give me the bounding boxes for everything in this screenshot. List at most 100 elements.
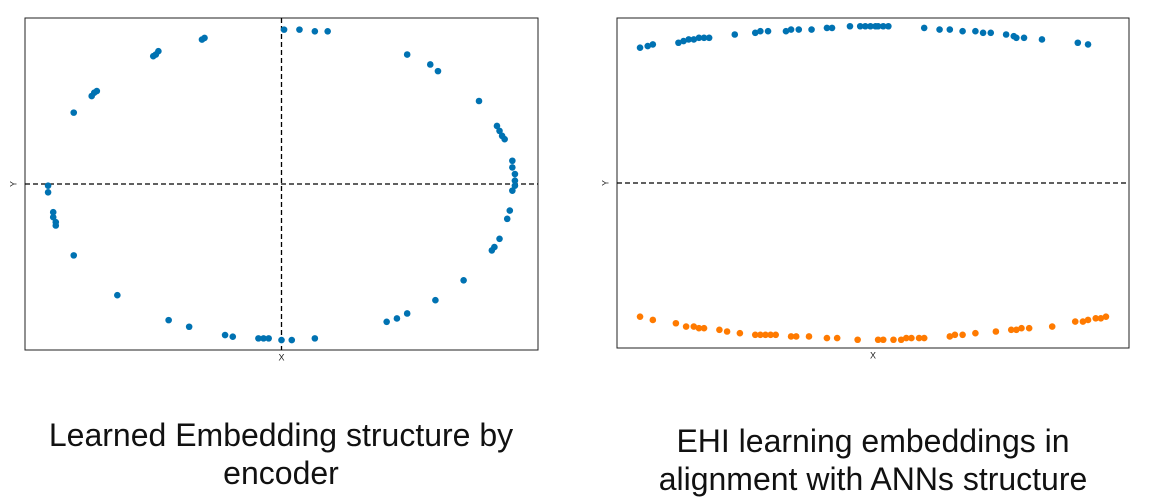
point — [716, 326, 723, 334]
point — [488, 247, 496, 254]
point — [1020, 34, 1028, 42]
point — [972, 27, 979, 35]
point — [1002, 31, 1010, 38]
point — [49, 208, 57, 216]
point — [805, 333, 813, 340]
point — [823, 334, 831, 342]
point — [854, 336, 861, 344]
point — [278, 336, 285, 344]
point — [767, 331, 774, 339]
point — [288, 336, 296, 344]
point — [70, 109, 78, 116]
point — [511, 170, 519, 178]
x-axis-label: X — [870, 350, 876, 360]
point — [1084, 316, 1092, 324]
point — [311, 335, 319, 342]
point — [1013, 34, 1020, 42]
point — [1092, 315, 1100, 322]
point — [44, 189, 52, 196]
point — [1025, 324, 1033, 332]
point — [723, 328, 731, 335]
point — [1084, 41, 1092, 48]
point — [751, 29, 759, 37]
point — [383, 318, 390, 326]
point — [695, 324, 703, 332]
point — [946, 333, 954, 340]
point — [649, 316, 657, 324]
point — [846, 22, 854, 30]
point — [434, 67, 442, 75]
point — [951, 331, 959, 339]
point — [393, 315, 401, 322]
point — [685, 36, 692, 43]
point — [280, 26, 288, 33]
point — [879, 22, 887, 30]
point — [70, 252, 78, 259]
point — [736, 329, 744, 337]
point — [764, 27, 772, 35]
caption: Learned Embedding structure by encoder — [48, 417, 514, 491]
point — [862, 22, 869, 30]
point — [501, 135, 508, 143]
point — [1048, 323, 1056, 330]
point — [426, 61, 434, 68]
point — [255, 335, 262, 342]
point — [856, 22, 864, 30]
point — [700, 324, 708, 332]
point — [265, 335, 272, 342]
point — [833, 334, 841, 342]
point — [1102, 313, 1110, 320]
point — [1097, 315, 1105, 322]
point — [1038, 36, 1046, 43]
point — [757, 331, 764, 339]
point — [787, 333, 795, 340]
point — [114, 291, 121, 299]
point — [867, 22, 874, 30]
point — [185, 323, 193, 331]
point — [874, 22, 882, 30]
point — [165, 316, 172, 324]
point — [808, 26, 815, 33]
point — [403, 51, 411, 58]
point — [496, 127, 503, 135]
point — [757, 27, 764, 35]
point — [493, 122, 501, 130]
point — [959, 331, 966, 339]
point — [782, 27, 790, 35]
point — [972, 329, 979, 337]
point — [475, 97, 483, 105]
point — [874, 336, 882, 344]
point — [915, 334, 923, 342]
point — [890, 336, 897, 344]
point — [93, 87, 101, 95]
point — [908, 334, 915, 342]
point — [675, 39, 682, 47]
point — [509, 164, 516, 171]
point — [636, 44, 644, 51]
point — [946, 26, 954, 33]
point — [992, 328, 1000, 335]
point — [897, 336, 905, 344]
point — [511, 177, 519, 184]
point — [44, 182, 52, 189]
point — [902, 334, 910, 342]
point — [792, 333, 800, 340]
point — [296, 26, 303, 33]
point — [460, 276, 467, 284]
point — [1079, 318, 1087, 325]
point — [1074, 39, 1082, 47]
point — [920, 334, 928, 342]
point — [52, 218, 60, 226]
point — [787, 26, 795, 33]
point — [260, 335, 267, 342]
point — [201, 34, 208, 42]
point — [690, 323, 698, 330]
point — [920, 24, 928, 32]
point — [496, 235, 503, 243]
point — [155, 47, 162, 55]
point — [690, 36, 698, 43]
point — [509, 187, 516, 194]
point — [324, 27, 331, 35]
y-axis-label: Y — [8, 181, 18, 187]
